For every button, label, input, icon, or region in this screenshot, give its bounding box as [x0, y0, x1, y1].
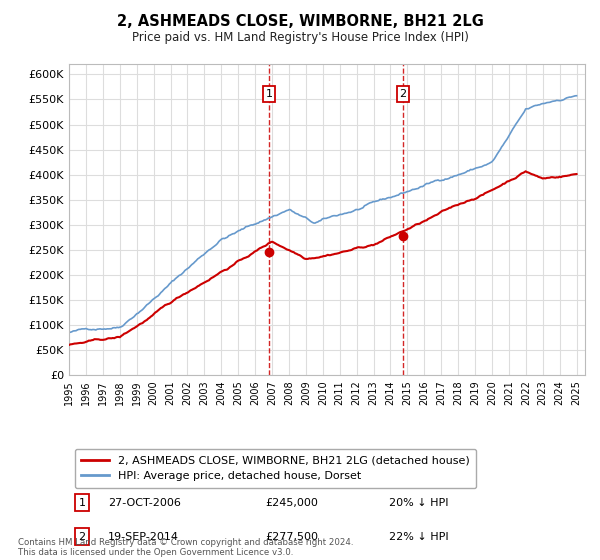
Text: £277,500: £277,500: [265, 532, 318, 542]
Text: 1: 1: [266, 89, 272, 99]
Text: Contains HM Land Registry data © Crown copyright and database right 2024.
This d: Contains HM Land Registry data © Crown c…: [18, 538, 353, 557]
Text: Price paid vs. HM Land Registry's House Price Index (HPI): Price paid vs. HM Land Registry's House …: [131, 31, 469, 44]
Legend: 2, ASHMEADS CLOSE, WIMBORNE, BH21 2LG (detached house), HPI: Average price, deta: 2, ASHMEADS CLOSE, WIMBORNE, BH21 2LG (d…: [74, 449, 476, 488]
Text: 2, ASHMEADS CLOSE, WIMBORNE, BH21 2LG: 2, ASHMEADS CLOSE, WIMBORNE, BH21 2LG: [116, 14, 484, 29]
Text: 27-OCT-2006: 27-OCT-2006: [108, 498, 181, 507]
Text: 20% ↓ HPI: 20% ↓ HPI: [389, 498, 448, 507]
Text: 2: 2: [400, 89, 407, 99]
Text: 2: 2: [79, 532, 85, 542]
Text: £245,000: £245,000: [265, 498, 318, 507]
Text: 22% ↓ HPI: 22% ↓ HPI: [389, 532, 449, 542]
Text: 19-SEP-2014: 19-SEP-2014: [108, 532, 179, 542]
Text: 1: 1: [79, 498, 85, 507]
